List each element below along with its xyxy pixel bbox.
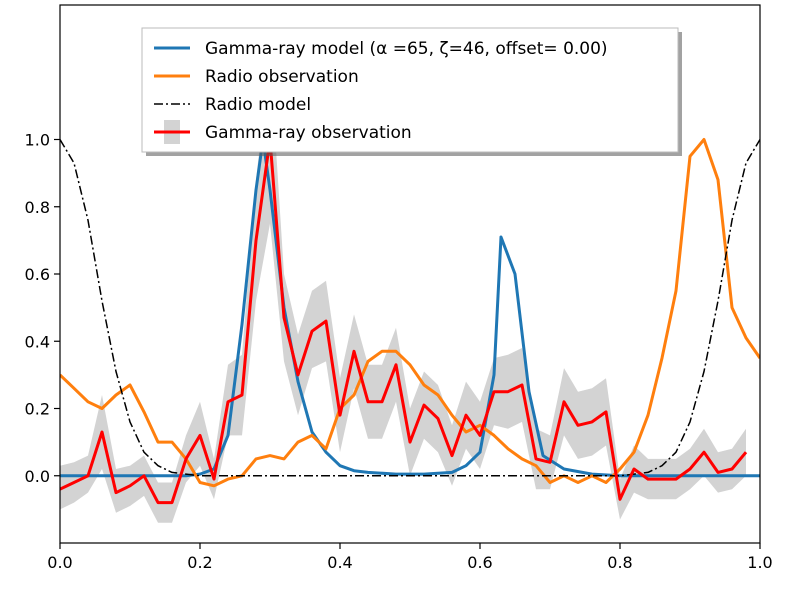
x-tick-label: 0.4 bbox=[327, 553, 352, 572]
x-tick-label: 0.2 bbox=[187, 553, 212, 572]
x-tick-label: 0.8 bbox=[607, 553, 632, 572]
series-line-3 bbox=[60, 138, 748, 505]
legend-label-2: Radio model bbox=[205, 95, 311, 115]
y-tick-label: 0.4 bbox=[25, 332, 50, 351]
y-tick-label: 0.6 bbox=[25, 265, 50, 284]
x-tick-label: 1.0 bbox=[747, 553, 772, 572]
x-tick-label: 0.0 bbox=[47, 553, 72, 572]
series-line-2 bbox=[60, 139, 760, 477]
line-layer bbox=[60, 138, 760, 505]
legend-label-1: Radio observation bbox=[205, 67, 359, 87]
tick-layer: 0.0 0.2 0.4 0.6 0.8 1.0 0.0 0.2 0.4 0.6 0.8 1.0 bbox=[25, 131, 773, 573]
y-tick-label: 0.0 bbox=[25, 467, 50, 486]
y-tick-label: 0.2 bbox=[25, 400, 50, 419]
series-line-1 bbox=[60, 138, 760, 488]
series-line-0 bbox=[60, 138, 760, 478]
y-tick-label: 0.8 bbox=[25, 198, 50, 217]
legend: Gamma-ray model (α =65, ζ=46, offset= 0.… bbox=[141, 27, 682, 156]
legend-box bbox=[141, 27, 679, 153]
legend-label-0: Gamma-ray model (α =65, ζ=46, offset= 0.… bbox=[205, 39, 608, 59]
y-tick-label: 1.0 bbox=[25, 131, 50, 150]
legend-label-3: Gamma-ray observation bbox=[205, 123, 412, 143]
x-tick-label: 0.6 bbox=[467, 553, 492, 572]
